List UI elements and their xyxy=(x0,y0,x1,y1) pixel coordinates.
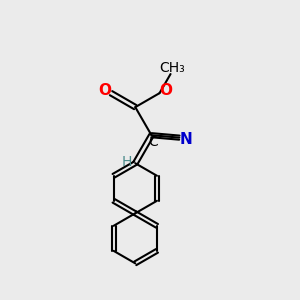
Text: H: H xyxy=(122,155,132,169)
Text: O: O xyxy=(159,83,172,98)
Text: O: O xyxy=(98,83,111,98)
Text: CH₃: CH₃ xyxy=(159,61,185,75)
Text: C: C xyxy=(149,135,158,149)
Text: N: N xyxy=(179,132,192,147)
